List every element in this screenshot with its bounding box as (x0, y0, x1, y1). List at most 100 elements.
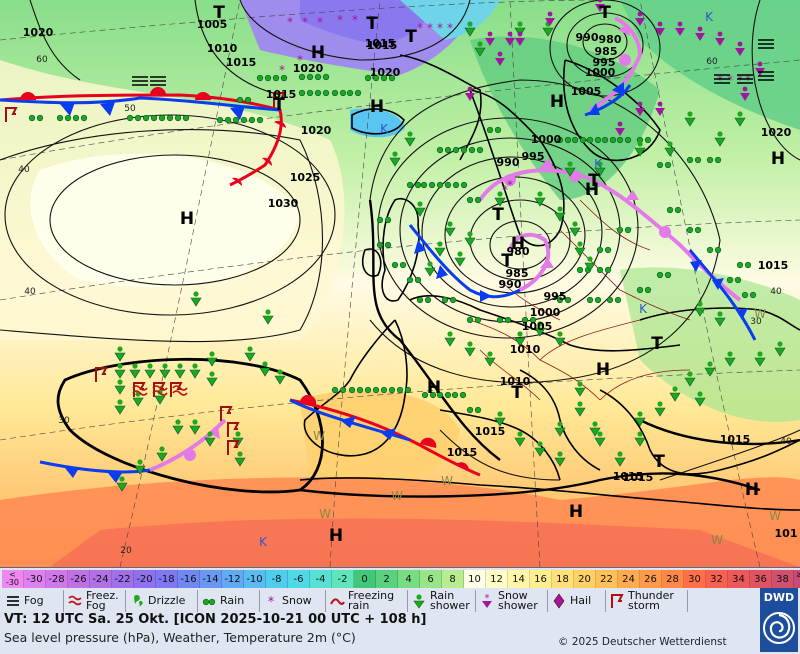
isobar-label: 1000 (585, 66, 616, 79)
isobar-label: 1015 (367, 39, 398, 52)
graticule (0, 0, 800, 567)
svg-text:*: * (507, 178, 513, 192)
legend-label: Snow shower (498, 589, 538, 612)
temperature-isoline-label: 40 (780, 437, 792, 447)
isobar-label: 990 (497, 156, 520, 169)
isobar-label: 1020 (761, 126, 792, 139)
isobar-label: 1015 (720, 433, 751, 446)
legend-label: Rain shower (430, 589, 470, 612)
scale-step: 22 (596, 570, 618, 588)
cold-front-north (584, 84, 632, 117)
legend-label: Fog (24, 594, 44, 607)
scale-step: 8 (442, 570, 464, 588)
low-pressure-label: T (273, 95, 285, 115)
isobar-label: 990 (499, 278, 522, 291)
high-pressure-label: H (550, 92, 564, 112)
scale-step: 34 (728, 570, 750, 588)
thunderstorm-icon (611, 594, 624, 608)
map-labels: HH HHHHHHHHHHTTTTTTTTTTT10051010101510151… (18, 3, 797, 556)
snow-shower-icon: * (482, 593, 492, 608)
high-pressure-label: H (311, 43, 325, 63)
iberia-warm (300, 390, 460, 488)
svg-text:*: * (502, 183, 508, 197)
isobar-label: 995 (544, 290, 567, 303)
scale-step: -18 (156, 570, 178, 588)
temperature-scale: < -30 -30 -28 -26 -24 -22 -20 -18 -16 -14 -12 -10 -8… (2, 570, 800, 588)
high-pressure-label: H (427, 378, 441, 398)
legend-drizzle: Drizzle (126, 590, 198, 612)
scale-step: -14 (200, 570, 222, 588)
scale-step: 20 (574, 570, 596, 588)
svg-text:*: * (279, 63, 285, 77)
svg-text:*: * (745, 73, 751, 87)
sahara-hot (50, 518, 800, 567)
isobar-label: 1000 (531, 133, 562, 146)
svg-text:*: * (417, 21, 423, 35)
scale-step: -2 (332, 570, 354, 588)
svg-text:*: * (737, 73, 743, 87)
isobar-label: 1015 (613, 470, 644, 483)
scale-step: 30 (684, 570, 706, 588)
isobar-label: 1015 (623, 471, 654, 484)
northeast-cold (620, 0, 800, 130)
region-marker: W (441, 474, 453, 488)
svg-text:*: * (485, 593, 490, 604)
svg-text:*: * (437, 21, 443, 35)
hail-icon (553, 593, 565, 609)
isobar-label: 1020 (293, 62, 324, 75)
region-marker: W (769, 509, 781, 523)
scale-step: -20 (134, 570, 156, 588)
low-pressure-label: T (366, 14, 378, 34)
scale-step: -6 (288, 570, 310, 588)
scale-step: 24 (618, 570, 640, 588)
scale-step: 4 (398, 570, 420, 588)
scale-step: 28 (662, 570, 684, 588)
temperature-isoline-label: 30 (58, 416, 70, 426)
scale-step: 2 (376, 570, 398, 588)
isobar-label: 1015 (266, 88, 297, 101)
isobar-label: 1030 (268, 197, 299, 210)
legend-thunderstorm: Thunder storm (606, 590, 688, 612)
scale-step: 12 (486, 570, 508, 588)
temperature-isoline-label: 40 (18, 165, 30, 175)
low-pressure-label: T (405, 27, 417, 47)
isobar-label: 985 (506, 267, 529, 280)
isobar-label: 985 (595, 45, 618, 58)
scale-step: -8 (266, 570, 288, 588)
svg-text:*: * (427, 21, 433, 35)
svg-text:*: * (447, 21, 453, 35)
cold-front-atlantic (0, 96, 281, 112)
region-marker: K (594, 157, 603, 171)
scale-step: -22 (112, 570, 134, 588)
isobar-label: 995 (522, 150, 545, 163)
scale-step: 14 (508, 570, 530, 588)
temperature-isoline-label: 40 (24, 287, 36, 297)
isobar-label: 1025 (290, 171, 321, 184)
scale-high-end: ≥40 °C (794, 570, 800, 588)
isobar-label: 990 (576, 31, 599, 44)
balkans-cool (620, 267, 800, 422)
legend-fog: Fog (2, 590, 64, 612)
scale-step: 38 (772, 570, 794, 588)
scale-step: 0 (354, 570, 376, 588)
legend-label: Freezing rain (348, 589, 395, 612)
iceland-cool (350, 108, 405, 138)
svg-text:*: * (727, 73, 733, 87)
scale-step: -30 (24, 570, 46, 588)
region-marker: K (259, 535, 268, 549)
svg-text:*: * (268, 595, 275, 609)
isobar-bold-north (368, 199, 501, 461)
legend-panel: < -30 -30 -28 -26 -24 -22 -20 -18 -16 -14 -12 -10 -8… (0, 567, 800, 654)
temperature-isoline-label: 60 (36, 55, 48, 65)
high-pressure-label: H (585, 180, 599, 200)
temperature-isoline-label: 50 (124, 104, 136, 114)
isobar-label: 1015 (758, 259, 789, 272)
cold-front-channel (408, 224, 521, 299)
freezing-fog-icon (68, 595, 82, 606)
scale-step: -10 (244, 570, 266, 588)
isobar-bold-east (639, 418, 800, 446)
low-pressure-label: T (213, 3, 225, 23)
isobar-label: 1000 (530, 306, 561, 319)
azores-warm-core (30, 153, 301, 288)
